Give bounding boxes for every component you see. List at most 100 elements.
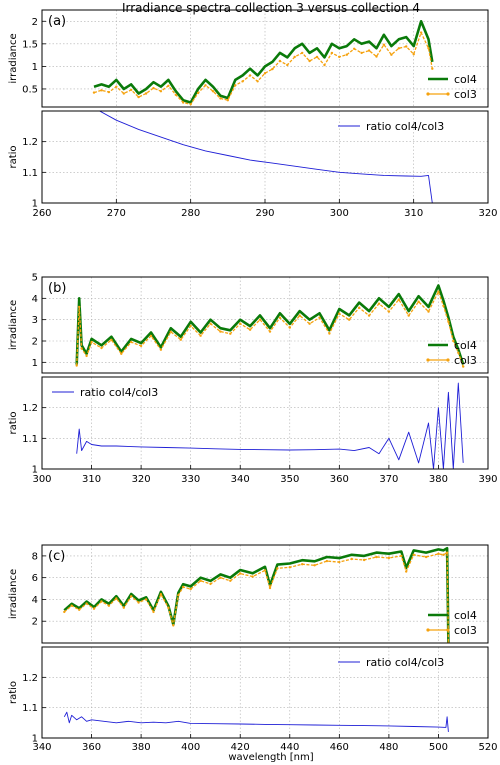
legend-marker-col3	[426, 358, 430, 362]
series-point-col3	[323, 63, 326, 67]
series-point-col3	[308, 322, 311, 325]
series-point-col3	[405, 570, 408, 573]
legend-marker-col3	[426, 92, 430, 96]
series-point-col3	[139, 344, 143, 348]
series-point-col3	[211, 90, 215, 93]
series-point-col3	[241, 80, 244, 83]
series-point-col3	[462, 365, 465, 368]
series-point-col3	[268, 586, 272, 590]
series-point-col3	[442, 304, 445, 307]
x-tick-label: 270	[107, 208, 126, 219]
series-point-col3	[107, 90, 111, 94]
x-tick-label: 460	[330, 742, 349, 753]
series-point-col3	[115, 85, 118, 88]
y-tick-label: 1.1	[22, 434, 38, 445]
series-point-col3	[387, 556, 391, 560]
series-point-col3	[90, 340, 93, 344]
series-point-col3	[397, 298, 400, 301]
series-line-col4	[75, 284, 465, 365]
legend: col4 col3	[426, 339, 477, 367]
x-tick-label: 500	[429, 742, 448, 753]
series-point-col3	[278, 59, 282, 63]
series-point-col3	[286, 63, 289, 67]
series-point-col3	[189, 103, 192, 106]
legend: ratio col4/col3	[338, 120, 444, 133]
x-tick-label: 320	[478, 208, 497, 219]
series-point-col3	[452, 339, 455, 343]
series-point-col3	[338, 560, 341, 564]
x-tick-label: 380	[429, 474, 448, 485]
y-axis-label: ratio	[8, 411, 19, 434]
series-point-col3	[182, 585, 185, 589]
x-tick-label: 340	[231, 474, 250, 485]
series-point-col3	[417, 300, 420, 303]
series-point-col3	[167, 606, 170, 609]
x-tick-label: 340	[32, 742, 51, 753]
series-point-col3	[169, 330, 172, 333]
series-point-col3	[130, 595, 133, 598]
y-tick-label: 6	[32, 573, 38, 584]
y-tick-label: 2	[32, 337, 38, 348]
series-point-col3	[345, 53, 348, 56]
x-tick-label: 390	[478, 474, 497, 485]
series-point-col3	[367, 49, 371, 52]
series-point-col3	[338, 312, 341, 315]
legend-label-col3: col3	[454, 624, 477, 637]
series-point-col3	[427, 47, 430, 50]
series-point-col3	[375, 55, 378, 58]
series-point-col3	[263, 569, 267, 572]
series-point-col3	[348, 318, 351, 321]
series-point-col3	[268, 330, 272, 333]
y-tick-label: 1	[32, 358, 38, 369]
series-point-col3	[189, 324, 192, 328]
legend-label-col4: col4	[454, 73, 477, 86]
series-point-col3	[149, 334, 153, 338]
series-point-col3	[405, 45, 408, 48]
series-point-col3	[167, 84, 170, 88]
y-axis-label: ratio	[8, 145, 19, 168]
x-tick-label: 330	[181, 474, 200, 485]
series-point-col3	[251, 575, 254, 578]
series-point-col3	[92, 607, 96, 610]
series-point-col3	[442, 553, 445, 556]
y-tick-label: 1.2	[22, 137, 38, 148]
series-point-col3	[377, 302, 381, 305]
series-group	[92, 19, 434, 106]
series-point-col3	[209, 322, 212, 325]
x-tick-label: 280	[181, 208, 200, 219]
series-point-col3	[85, 602, 88, 605]
series-point-col3	[78, 305, 81, 309]
series-point-col3	[358, 306, 361, 309]
series-point-col3	[152, 86, 155, 90]
panel-letter: (c)	[48, 549, 65, 564]
series-point-col3	[338, 55, 341, 59]
series-point-col3	[445, 551, 449, 554]
legend: col4 col3	[426, 609, 477, 637]
series-point-col3	[278, 316, 282, 319]
series-point-col3	[313, 564, 316, 567]
x-tick-label: 260	[32, 208, 51, 219]
series-point-col3	[447, 320, 450, 323]
series-point-col3	[179, 338, 182, 341]
series-point-col3	[248, 74, 252, 77]
series-point-col3	[107, 604, 111, 607]
series-point-col3	[239, 322, 242, 325]
series-point-col3	[122, 606, 126, 609]
legend-marker-col3	[446, 92, 450, 96]
x-tick-label: 480	[379, 742, 398, 753]
series-point-col3	[229, 579, 232, 582]
irradiance-axes: 0.5 1 1.5 2 irradiance col4 col3	[8, 9, 489, 108]
series-point-col3	[390, 53, 393, 56]
x-axis-label: wavelength [nm]	[228, 752, 313, 763]
series-point-col3	[315, 55, 319, 59]
series-point-col3	[78, 608, 81, 611]
y-tick-label: 2	[32, 17, 38, 28]
x-tick-label: 360	[82, 742, 101, 753]
y-axis-label: irradiance	[8, 33, 19, 83]
series-point-col3	[325, 559, 329, 563]
series-point-col3	[293, 55, 296, 59]
x-tick-label: 300	[330, 208, 349, 219]
